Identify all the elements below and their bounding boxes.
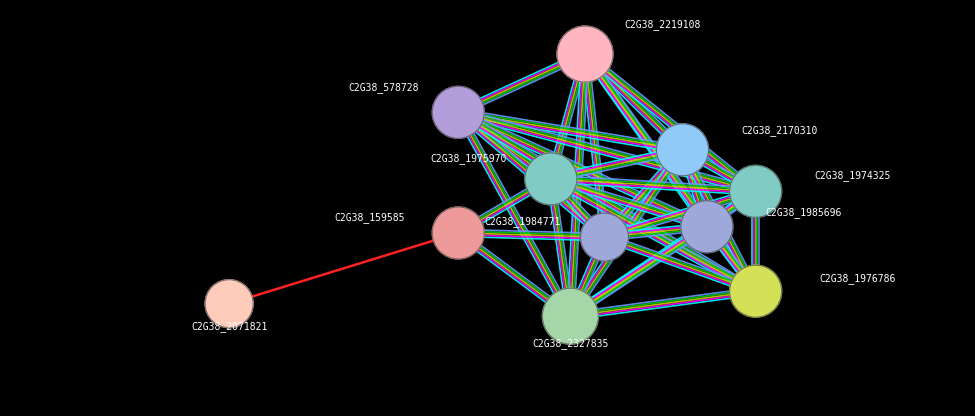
- Circle shape: [432, 86, 485, 138]
- Circle shape: [557, 26, 613, 82]
- Text: C2G38_1985696: C2G38_1985696: [765, 208, 841, 218]
- Circle shape: [681, 201, 733, 253]
- Circle shape: [525, 153, 577, 205]
- Circle shape: [432, 207, 485, 259]
- Circle shape: [542, 288, 599, 344]
- Circle shape: [729, 165, 782, 217]
- Text: C2G38_2327835: C2G38_2327835: [532, 338, 608, 349]
- Circle shape: [729, 265, 782, 317]
- Text: C2G38_1974325: C2G38_1974325: [814, 170, 890, 181]
- Text: C2G38_159585: C2G38_159585: [334, 212, 405, 223]
- Circle shape: [656, 124, 709, 176]
- Text: C2G38_2219108: C2G38_2219108: [624, 20, 700, 30]
- Circle shape: [205, 280, 254, 328]
- Text: C2G38_1976786: C2G38_1976786: [819, 273, 895, 284]
- Text: C2G38_1975970: C2G38_1975970: [431, 153, 507, 163]
- Text: C2G38_2170310: C2G38_2170310: [741, 126, 817, 136]
- Text: C2G38_2071821: C2G38_2071821: [191, 321, 267, 332]
- Circle shape: [580, 213, 629, 261]
- Text: C2G38_578728: C2G38_578728: [349, 82, 419, 93]
- Text: C2G38_1984771: C2G38_1984771: [485, 216, 561, 227]
